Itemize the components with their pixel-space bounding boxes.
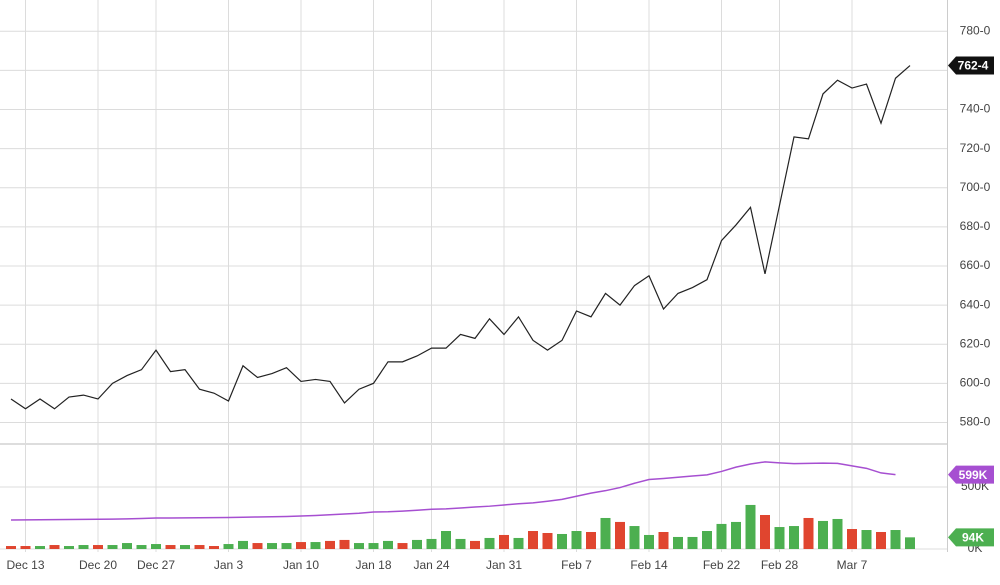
y-tick-label: 580-0	[960, 415, 991, 429]
volume-bar	[107, 545, 118, 549]
y-tick-label: 700-0	[960, 180, 991, 194]
y-tick-label: 780-0	[960, 23, 991, 37]
volume-bar	[194, 545, 205, 549]
price-tag	[948, 56, 994, 75]
volume-bar	[267, 543, 277, 549]
volume-bar	[397, 543, 408, 549]
volume-bar	[325, 540, 335, 549]
x-tick-label: Dec 27	[137, 558, 175, 572]
y-tick-label: 640-0	[960, 297, 991, 311]
volume-bar	[716, 523, 727, 549]
y-tick-label: 600-0	[960, 376, 991, 390]
volume-bar	[629, 526, 640, 549]
volume-bar	[803, 517, 814, 549]
volume-bar	[557, 533, 567, 549]
x-tick-label: Feb 22	[703, 558, 741, 572]
volume-bar	[151, 544, 161, 549]
volume-bar	[774, 527, 785, 549]
volume-bar	[368, 543, 379, 549]
x-tick-label: Dec 13	[6, 558, 44, 572]
x-tick-label: Dec 20	[79, 558, 117, 572]
volume-bar	[861, 530, 872, 549]
volume-bar	[586, 531, 596, 549]
volume-bar	[745, 504, 756, 549]
volume-bar	[238, 540, 248, 549]
volume-tag-label: 94K	[962, 531, 984, 545]
volume-bar	[542, 532, 553, 549]
volume-bar	[35, 546, 45, 549]
average-tag-label: 599K	[959, 468, 988, 482]
x-tick-label: Feb 14	[630, 558, 668, 572]
volume-bar	[223, 544, 234, 549]
y-tick-label: 740-0	[960, 102, 991, 116]
volume-bar	[890, 530, 901, 549]
volume-bar	[513, 537, 524, 549]
average-tag	[948, 465, 994, 484]
volume-bar	[528, 531, 538, 549]
volume-bar	[6, 546, 16, 549]
volume-bar	[383, 540, 393, 549]
price-tag-label: 762-4	[958, 59, 989, 73]
volume-bar	[455, 538, 466, 549]
volume-bar	[760, 514, 770, 549]
volume-bar	[673, 536, 683, 549]
volume-bar	[136, 545, 147, 549]
volume-bar	[122, 543, 132, 549]
volume-bar	[426, 538, 437, 549]
volume-bar	[484, 537, 495, 549]
volume-bar	[165, 545, 176, 549]
volume-bar	[615, 521, 625, 549]
y-tick-label: 620-0	[960, 336, 991, 350]
volume-bar	[64, 546, 74, 549]
volume-average-line	[10, 461, 896, 521]
volume-bar	[339, 539, 350, 549]
volume-bar	[296, 542, 306, 549]
volume-bar	[180, 545, 190, 549]
x-tick-label: Jan 24	[413, 558, 449, 572]
x-tick-label: Jan 3	[214, 558, 244, 572]
volume-bar	[310, 542, 321, 549]
volume-bar	[354, 543, 364, 549]
volume-bar	[847, 529, 857, 549]
volume-bar	[644, 534, 654, 549]
volume-bar	[470, 540, 480, 549]
volume-bar	[658, 531, 669, 549]
volume-bar	[20, 546, 31, 549]
x-tick-label: Mar 7	[837, 558, 868, 572]
volume-bar	[499, 534, 509, 549]
volume-bar	[600, 517, 611, 549]
y-tick-label: 720-0	[960, 141, 991, 155]
volume-bar	[818, 520, 828, 549]
x-tick-label: Jan 31	[486, 558, 522, 572]
volume-bar	[687, 536, 698, 549]
volume-bar	[876, 531, 886, 549]
volume-bar	[789, 526, 799, 549]
volume-bar	[832, 518, 843, 549]
volume-bar	[905, 537, 915, 549]
volume-bar	[281, 543, 292, 549]
volume-bar	[441, 531, 451, 549]
volume-bar	[78, 545, 89, 549]
x-tick-label: Jan 18	[355, 558, 391, 572]
y-tick-label: 660-0	[960, 258, 991, 272]
volume-bar	[252, 543, 263, 549]
y-tick-label: 680-0	[960, 219, 991, 233]
price-line	[10, 65, 911, 410]
volume-bar	[209, 546, 219, 549]
volume-bar	[412, 539, 422, 549]
x-tick-label: Jan 10	[283, 558, 319, 572]
volume-bar	[571, 531, 582, 549]
volume-bar	[93, 545, 103, 549]
volume-bar	[702, 531, 712, 549]
volume-bar	[49, 545, 60, 549]
x-tick-label: Feb 28	[761, 558, 799, 572]
x-tick-label: Feb 7	[561, 558, 592, 572]
volume-bar	[731, 521, 741, 549]
volume-tag	[948, 528, 994, 547]
